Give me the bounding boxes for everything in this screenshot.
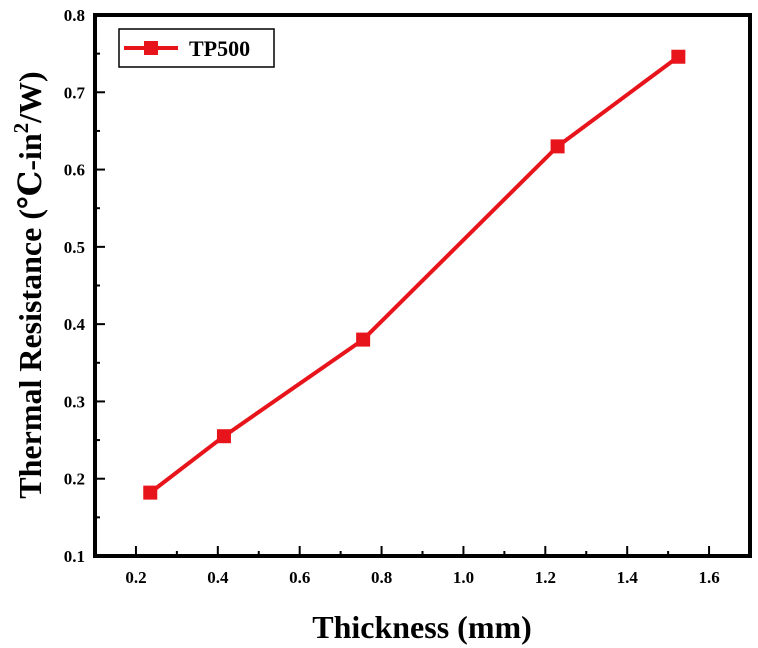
y-axis-title-unit-tail: /W) [12, 71, 48, 124]
x-axis-title: Thickness (mm) [312, 609, 532, 645]
x-tick-label: 0.6 [289, 568, 310, 587]
data-point-marker [216, 429, 231, 444]
legend-marker [144, 41, 158, 55]
x-tick-label: 0.8 [371, 568, 392, 587]
y-tick-label: 0.3 [64, 392, 85, 411]
y-tick-label: 0.2 [64, 470, 85, 489]
x-tick-label: 1.0 [453, 568, 474, 587]
y-tick-label: 0.5 [64, 238, 85, 257]
y-axis-title-unit: ℃-in [12, 133, 48, 209]
y-axis-title-superscript: 2 [9, 123, 33, 134]
x-tick-label: 1.2 [535, 568, 556, 587]
series-line [149, 55, 680, 495]
y-tick-label: 0.8 [64, 6, 85, 25]
legend-label: TP500 [189, 36, 250, 61]
y-tick-label: 0.6 [64, 161, 85, 180]
series-layer [143, 49, 686, 500]
plot-frame [93, 13, 752, 558]
x-axis-ticks: 0.2 0.4 0.6 0.8 1.0 1.2 1.4 1.6 [125, 546, 720, 587]
data-point-marker [143, 485, 158, 500]
y-tick-label: 0.7 [64, 83, 86, 102]
y-axis-title-prefix: Thermal Resistance ( [12, 209, 48, 499]
y-axis-title: Thermal Resistance (℃-in2/W) [9, 71, 48, 498]
y-axis-ticks: 0.1 0.2 0.3 0.4 0.5 0.6 0.7 0.8 [64, 6, 105, 566]
x-tick-label: 1.6 [698, 568, 719, 587]
data-point-marker [356, 332, 371, 347]
legend: TP500 [118, 28, 275, 68]
x-tick-label: 1.4 [617, 568, 639, 587]
data-point-marker [550, 139, 565, 154]
y-tick-label: 0.4 [64, 315, 86, 334]
data-point-marker [671, 49, 686, 64]
y-tick-label: 0.1 [64, 547, 85, 566]
x-tick-label: 0.4 [207, 568, 229, 587]
x-tick-label: 0.2 [125, 568, 146, 587]
